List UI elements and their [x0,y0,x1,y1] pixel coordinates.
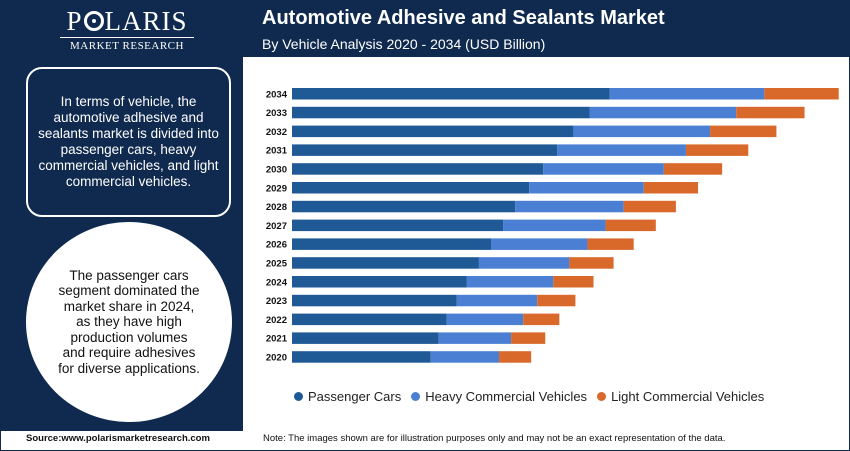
logo: P LARIS MARKET RESEARCH [52,6,202,52]
chart-legend: Passenger Cars Heavy Commercial Vehicles L… [294,389,774,404]
page-title: Automotive Adhesive and Sealants Market [262,7,665,29]
y-tick-label: 2028 [266,202,287,213]
info-circle-highlight: The passenger cars segment dominated the… [26,222,232,422]
bar-passenger-cars-2024 [292,276,467,288]
logo-tagline: MARKET RESEARCH [60,37,194,52]
legend-label: Light Commercial Vehicles [611,389,765,404]
bar-passenger-cars-2032 [292,125,574,138]
legend-item: Light Commercial Vehicles [597,389,764,404]
bar-heavy-commercial-vehicles-2022 [446,313,524,326]
bar-light-commercial-vehicles-2031 [685,144,749,156]
y-tick-label: 2025 [266,258,288,269]
legend-dot-icon [294,392,303,401]
bar-light-commercial-vehicles-2024 [553,276,594,288]
bar-passenger-cars-2034 [292,88,610,100]
disclaimer-note: Note: The images shown are for illustrat… [263,433,726,444]
bar-passenger-cars-2021 [292,332,439,344]
bar-passenger-cars-2028 [292,200,516,213]
legend-dot-icon [411,392,421,401]
title-block: Automotive Adhesive and Sealants Market … [262,6,665,54]
bar-light-commercial-vehicles-2021 [511,332,546,344]
bar-heavy-commercial-vehicles-2030 [543,163,664,175]
y-tick-label: 2023 [266,296,287,307]
bar-heavy-commercial-vehicles-2029 [529,182,644,194]
y-tick-label: 2026 [266,240,287,251]
bar-light-commercial-vehicles-2027 [605,219,656,232]
legend-item: Passenger Cars [294,389,401,404]
bar-heavy-commercial-vehicles-2034 [609,88,765,100]
bar-light-commercial-vehicles-2030 [663,163,723,175]
legend-dot-icon [597,392,607,401]
bar-heavy-commercial-vehicles-2024 [466,276,554,288]
y-tick-label: 2027 [266,221,287,232]
bar-passenger-cars-2026 [292,238,491,250]
bar-passenger-cars-2022 [292,313,447,326]
bar-heavy-commercial-vehicles-2023 [456,294,538,307]
bar-passenger-cars-2025 [292,257,479,269]
bar-light-commercial-vehicles-2020 [499,351,532,363]
logo-letters: LARIS [104,6,188,36]
bar-heavy-commercial-vehicles-2032 [573,125,711,138]
legend-label: Passenger Cars [308,389,402,404]
source-text: Source:www.polarismarketresearch.com [26,433,210,444]
bar-light-commercial-vehicles-2028 [623,200,676,213]
bar-heavy-commercial-vehicles-2031 [557,144,686,156]
bar-heavy-commercial-vehicles-2033 [589,106,737,119]
logo-o-icon [83,11,104,31]
bar-heavy-commercial-vehicles-2028 [515,200,624,213]
bar-light-commercial-vehicles-2026 [587,238,634,250]
bar-light-commercial-vehicles-2022 [523,313,560,326]
bar-light-commercial-vehicles-2023 [537,294,576,307]
bar-passenger-cars-2033 [292,106,590,119]
bar-passenger-cars-2031 [292,144,558,156]
bar-light-commercial-vehicles-2029 [643,182,699,194]
y-tick-label: 2030 [266,164,287,175]
bar-heavy-commercial-vehicles-2026 [490,238,588,250]
y-tick-label: 2020 [266,352,287,363]
page-subtitle: By Vehicle Analysis 2020 - 2034 (USD Bil… [262,36,546,52]
y-tick-label: 2031 [266,146,288,157]
bar-light-commercial-vehicles-2033 [736,106,805,119]
y-tick-label: 2033 [266,108,287,119]
bar-passenger-cars-2020 [292,351,431,363]
logo-letter-p: P [66,6,83,36]
stacked-bar-chart: 2034 2033 2032 2031 2030 2029 2028 2027 2026 2025… [266,88,839,363]
bar-passenger-cars-2027 [292,219,504,232]
bar-light-commercial-vehicles-2034 [764,88,839,100]
y-tick-label: 2021 [266,334,288,345]
bar-heavy-commercial-vehicles-2020 [430,351,500,363]
y-tick-label: 2024 [266,277,288,288]
bar-heavy-commercial-vehicles-2021 [438,332,512,344]
info-box-segmentation: In terms of vehicle, the automotive adhe… [26,67,231,217]
bar-passenger-cars-2029 [292,182,530,194]
bar-light-commercial-vehicles-2032 [710,125,777,138]
logo-wordmark: P LARIS [52,6,202,36]
bar-passenger-cars-2030 [292,163,544,175]
legend-label: Heavy Commercial Vehicles [425,389,588,404]
legend-item: Heavy Commercial Vehicles [411,389,587,404]
bar-heavy-commercial-vehicles-2027 [503,219,606,232]
y-tick-label: 2034 [266,89,288,100]
bar-passenger-cars-2023 [292,294,457,307]
y-tick-label: 2022 [266,315,287,326]
info-box-segmentation-text: In terms of vehicle, the automotive adhe… [38,94,219,189]
y-tick-label: 2029 [266,183,287,194]
y-tick-label: 2032 [266,127,287,138]
bar-heavy-commercial-vehicles-2025 [478,257,570,269]
info-circle-highlight-text: The passenger cars segment dominated the… [58,267,200,376]
bar-light-commercial-vehicles-2025 [569,257,614,269]
